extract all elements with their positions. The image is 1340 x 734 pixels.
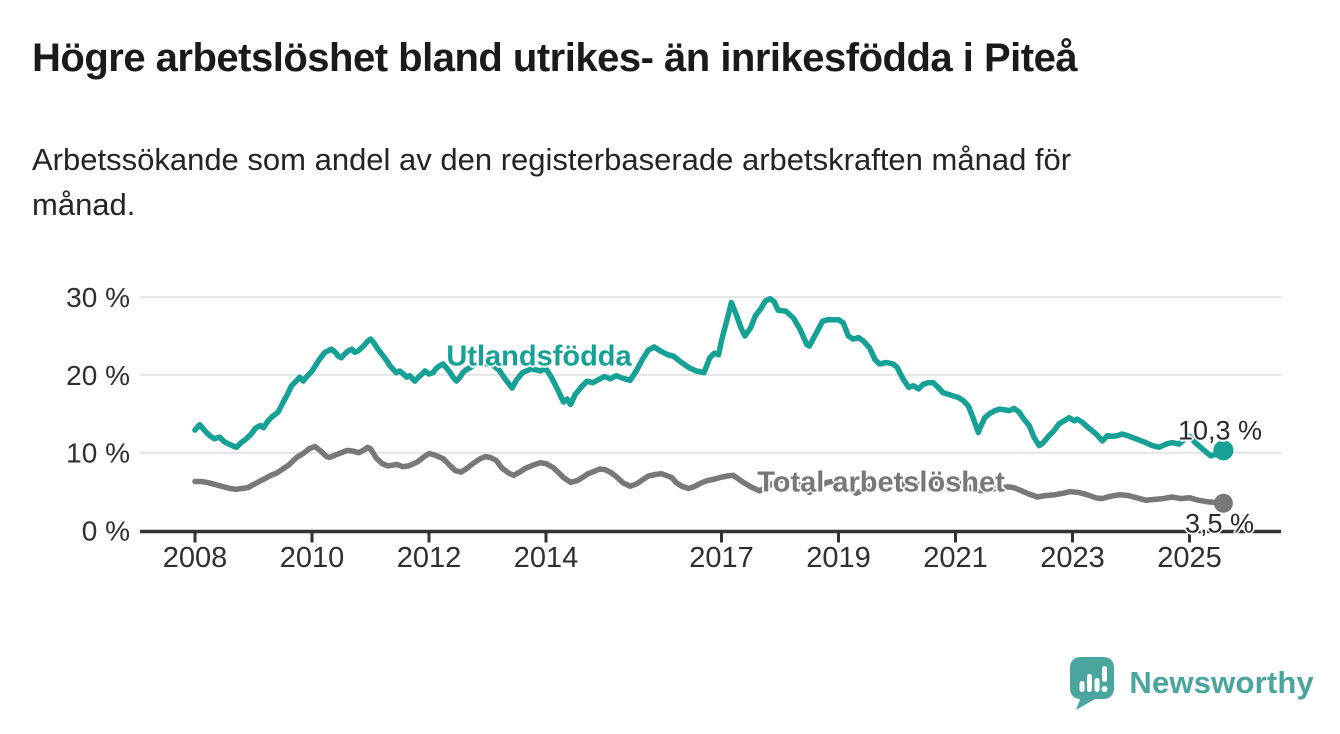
subtitle-line-2: månad. [32,187,136,222]
page-title: Högre arbetslöshet bland utrikes- än inr… [32,36,1078,80]
page-subtitle: Arbetssökande som andel av den registerb… [32,137,1071,227]
x-tick-label-2025: 2025 [1157,542,1222,574]
x-tick-label-2023: 2023 [1040,542,1105,574]
end-value-label-total: 3,5 % [1184,508,1254,539]
series-end-dot-total-arbetsl-shet [1213,493,1233,513]
newsworthy-logo-text: Newsworthy [1129,665,1314,700]
newsworthy-logo-icon [1070,657,1115,710]
x-tick-label-2021: 2021 [923,542,988,574]
x-tick-label-2017: 2017 [689,542,754,574]
subtitle-line-1: Arbetssökande som andel av den registerb… [32,142,1072,177]
x-tick-label-2008: 2008 [163,542,228,574]
y-tick-label-0: 0 % [82,516,130,547]
series-label-utlandsfodda: Utlandsfödda [446,340,632,373]
series-end-dot-utlandsf-dda [1213,440,1234,461]
x-tick-label-2012: 2012 [397,542,462,574]
x-tick-label-2010: 2010 [280,542,345,574]
y-tick-label-20: 20 % [66,360,130,391]
series-line-utlandsf-dda [192,295,1227,459]
y-tick-label-30: 30 % [66,282,130,313]
x-tick-label-2014: 2014 [514,542,579,574]
series-label-total-arbetsloshet: Total arbetslöshet [757,466,1005,499]
end-value-label-utlandsfodda: 10,3 % [1177,415,1262,446]
newsworthy-logo: Newsworthy [1068,655,1314,711]
x-tick-label-2019: 2019 [806,542,871,574]
y-tick-label-10: 10 % [66,438,130,469]
series-line-total-arbetsl-shet [192,443,1227,507]
